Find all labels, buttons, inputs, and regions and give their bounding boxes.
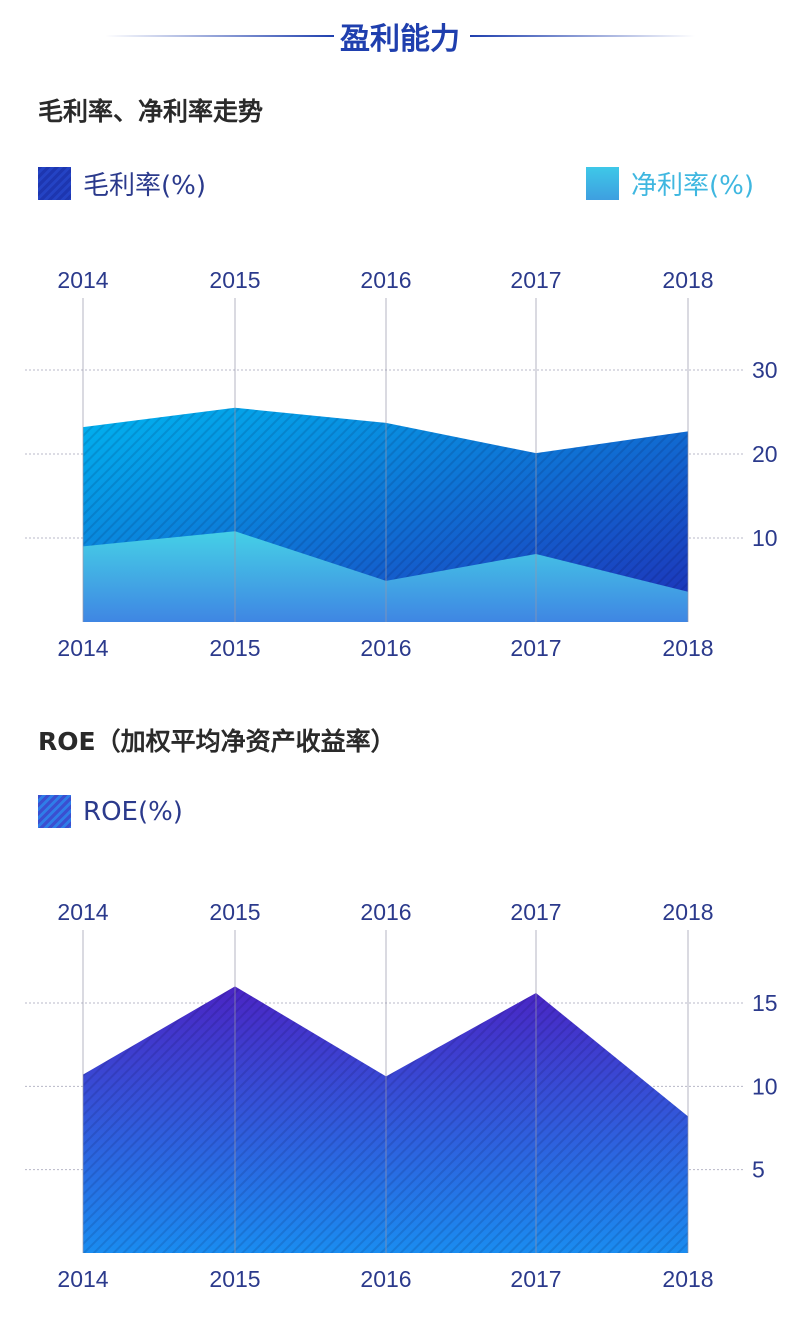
x-tick-label-bottom: 2018 bbox=[662, 635, 713, 660]
x-tick-label-bottom: 2018 bbox=[662, 1266, 713, 1292]
header-line-right bbox=[470, 35, 695, 37]
x-tick-label-top: 2017 bbox=[510, 267, 561, 293]
x-tick-label-bottom: 2015 bbox=[209, 635, 260, 660]
chart2-title: ROE（加权平均净资产收益率） bbox=[38, 727, 396, 756]
section-title: 盈利能力 bbox=[334, 14, 466, 58]
x-tick-label-top: 2015 bbox=[209, 267, 260, 293]
legend-roe: ROE(%) bbox=[38, 795, 183, 828]
legend-gross: 毛利率(%) bbox=[38, 165, 206, 202]
legend-net: 净利率(%) bbox=[586, 165, 754, 202]
x-tick-label-bottom: 2014 bbox=[57, 635, 108, 660]
x-tick-label-bottom: 2015 bbox=[209, 1266, 260, 1292]
y-tick-label: 20 bbox=[752, 441, 778, 467]
x-tick-label-bottom: 2016 bbox=[360, 635, 411, 660]
legend-swatch-net bbox=[586, 167, 619, 200]
legend-label-roe: ROE(%) bbox=[83, 796, 183, 827]
x-tick-label-top: 2018 bbox=[662, 899, 713, 925]
legend-label-net: 净利率(%) bbox=[631, 171, 754, 201]
legend-swatch-roe bbox=[38, 795, 71, 828]
y-tick-label: 15 bbox=[752, 990, 778, 1016]
x-tick-label-bottom: 2017 bbox=[510, 635, 561, 660]
chart1-title: 毛利率、净利率走势 bbox=[38, 97, 264, 126]
x-tick-label-bottom: 2017 bbox=[510, 1266, 561, 1292]
y-tick-label: 5 bbox=[752, 1157, 765, 1183]
x-tick-label-top: 2014 bbox=[57, 899, 108, 925]
x-tick-label-top: 2014 bbox=[57, 267, 108, 293]
x-tick-label-top: 2016 bbox=[360, 267, 411, 293]
area-series-2 bbox=[83, 531, 688, 622]
y-tick-label: 10 bbox=[752, 525, 778, 551]
x-tick-label-top: 2016 bbox=[360, 899, 411, 925]
x-tick-label-bottom: 2016 bbox=[360, 1266, 411, 1292]
x-tick-label-top: 2015 bbox=[209, 899, 260, 925]
legend-label-gross: 毛利率(%) bbox=[83, 171, 206, 201]
legend-swatch-gross bbox=[38, 167, 71, 200]
chart1-svg: 10 20 30 2014 2014 2015 2015 2016 2016 2017 2017 20… bbox=[25, 267, 778, 660]
x-tick-label-bottom: 2014 bbox=[57, 1266, 108, 1292]
y-tick-label: 10 bbox=[752, 1073, 778, 1099]
chart2-svg: 5 10 15 2014 2014 2015 2015 2016 2016 2017 2017 201… bbox=[25, 899, 778, 1292]
x-tick-label-top: 2017 bbox=[510, 899, 561, 925]
x-tick-label-top: 2018 bbox=[662, 267, 713, 293]
header-line-left bbox=[105, 35, 335, 37]
y-tick-label: 30 bbox=[752, 357, 778, 383]
